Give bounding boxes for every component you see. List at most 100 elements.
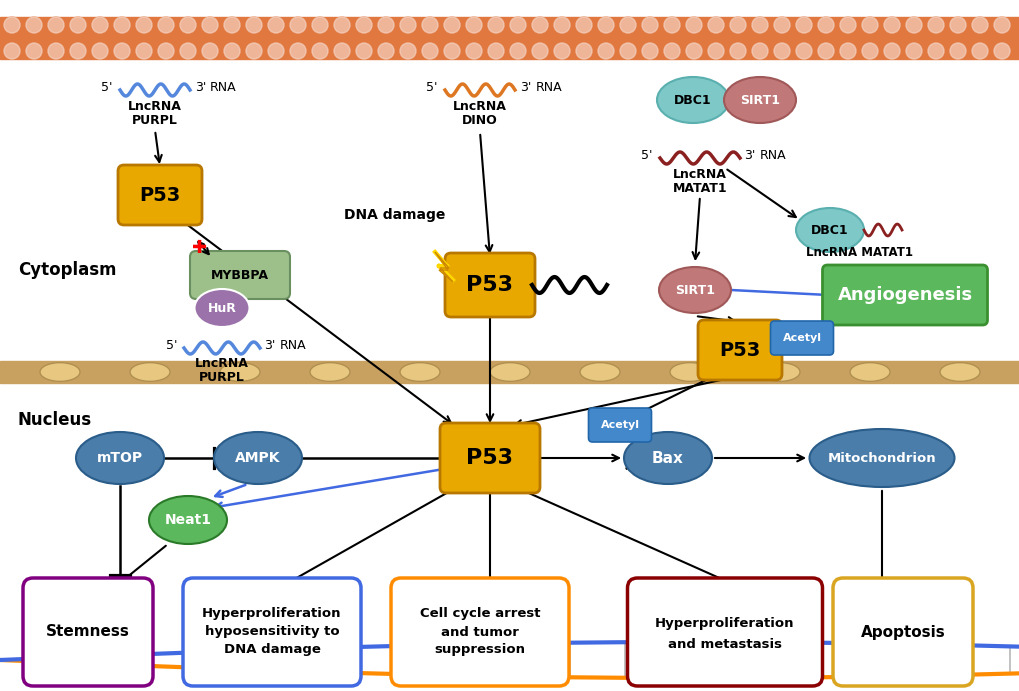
- Circle shape: [70, 43, 86, 59]
- Circle shape: [817, 43, 834, 59]
- Circle shape: [92, 17, 108, 33]
- Text: Acetyl: Acetyl: [782, 333, 820, 343]
- Text: Apoptosis: Apoptosis: [860, 625, 945, 639]
- Circle shape: [905, 17, 921, 33]
- Circle shape: [795, 17, 811, 33]
- Circle shape: [136, 17, 152, 33]
- Circle shape: [378, 17, 393, 33]
- FancyBboxPatch shape: [439, 423, 539, 493]
- Circle shape: [532, 43, 547, 59]
- Circle shape: [597, 17, 613, 33]
- Text: RNA: RNA: [210, 80, 236, 93]
- Circle shape: [246, 43, 262, 59]
- Circle shape: [224, 17, 239, 33]
- Circle shape: [333, 17, 350, 33]
- Circle shape: [70, 17, 86, 33]
- Text: P53: P53: [718, 341, 760, 359]
- Ellipse shape: [658, 267, 731, 313]
- Circle shape: [817, 43, 834, 59]
- Circle shape: [422, 17, 437, 33]
- Text: HuR: HuR: [207, 301, 236, 314]
- Text: Stemness: Stemness: [46, 625, 129, 639]
- Circle shape: [378, 43, 393, 59]
- Ellipse shape: [149, 496, 227, 544]
- Text: 3': 3': [520, 80, 531, 93]
- Circle shape: [905, 17, 921, 33]
- FancyBboxPatch shape: [588, 408, 651, 442]
- Text: MATAT1: MATAT1: [672, 182, 727, 194]
- Circle shape: [136, 43, 152, 59]
- Circle shape: [356, 43, 372, 59]
- Ellipse shape: [40, 363, 79, 381]
- Circle shape: [158, 17, 174, 33]
- Circle shape: [289, 17, 306, 33]
- Ellipse shape: [669, 363, 709, 381]
- Circle shape: [751, 17, 767, 33]
- Text: 5': 5': [426, 80, 437, 93]
- Circle shape: [289, 43, 306, 59]
- Bar: [0, 17, 1019, 59]
- Circle shape: [48, 17, 64, 33]
- Text: MYBBPA: MYBBPA: [211, 269, 269, 281]
- Circle shape: [48, 17, 64, 33]
- Circle shape: [576, 43, 591, 59]
- Circle shape: [730, 17, 745, 33]
- Circle shape: [663, 17, 680, 33]
- Text: 5': 5': [101, 80, 113, 93]
- Circle shape: [883, 17, 899, 33]
- Circle shape: [707, 17, 723, 33]
- Circle shape: [576, 43, 591, 59]
- Circle shape: [751, 43, 767, 59]
- Circle shape: [92, 43, 108, 59]
- Circle shape: [4, 17, 20, 33]
- Circle shape: [378, 17, 393, 33]
- Text: DINO: DINO: [462, 113, 497, 126]
- Circle shape: [663, 17, 680, 33]
- Circle shape: [576, 17, 591, 33]
- Circle shape: [312, 17, 328, 33]
- Circle shape: [861, 43, 877, 59]
- Text: LncRNA: LncRNA: [195, 357, 249, 370]
- FancyBboxPatch shape: [627, 578, 821, 686]
- Circle shape: [620, 43, 636, 59]
- Text: P53: P53: [466, 275, 513, 295]
- Text: SIRT1: SIRT1: [739, 93, 780, 106]
- Circle shape: [686, 17, 701, 33]
- Circle shape: [289, 17, 306, 33]
- Circle shape: [641, 43, 657, 59]
- Text: 3': 3': [195, 80, 206, 93]
- Ellipse shape: [940, 363, 979, 381]
- Circle shape: [971, 43, 987, 59]
- Text: Hyperproliferation: Hyperproliferation: [202, 607, 341, 621]
- Circle shape: [663, 43, 680, 59]
- Circle shape: [443, 17, 460, 33]
- Circle shape: [136, 43, 152, 59]
- Text: LncRNA: LncRNA: [673, 167, 727, 180]
- Circle shape: [158, 43, 174, 59]
- Ellipse shape: [809, 429, 954, 487]
- Text: P53: P53: [140, 185, 180, 205]
- Ellipse shape: [310, 363, 350, 381]
- Circle shape: [179, 17, 196, 33]
- Ellipse shape: [489, 363, 530, 381]
- Circle shape: [4, 17, 20, 33]
- Text: DBC1: DBC1: [810, 223, 848, 236]
- Polygon shape: [434, 252, 452, 282]
- Circle shape: [202, 17, 218, 33]
- FancyBboxPatch shape: [697, 320, 782, 380]
- Circle shape: [443, 43, 460, 59]
- Circle shape: [466, 17, 482, 33]
- Text: P53: P53: [466, 448, 513, 468]
- Circle shape: [620, 43, 636, 59]
- Circle shape: [4, 43, 20, 59]
- Circle shape: [114, 17, 129, 33]
- Circle shape: [773, 43, 790, 59]
- Circle shape: [927, 43, 943, 59]
- Circle shape: [246, 17, 262, 33]
- Circle shape: [553, 17, 570, 33]
- Text: ✚: ✚: [193, 239, 207, 257]
- Circle shape: [289, 43, 306, 59]
- Text: and metastasis: and metastasis: [667, 638, 782, 650]
- Text: suppression: suppression: [434, 643, 525, 656]
- Circle shape: [487, 43, 503, 59]
